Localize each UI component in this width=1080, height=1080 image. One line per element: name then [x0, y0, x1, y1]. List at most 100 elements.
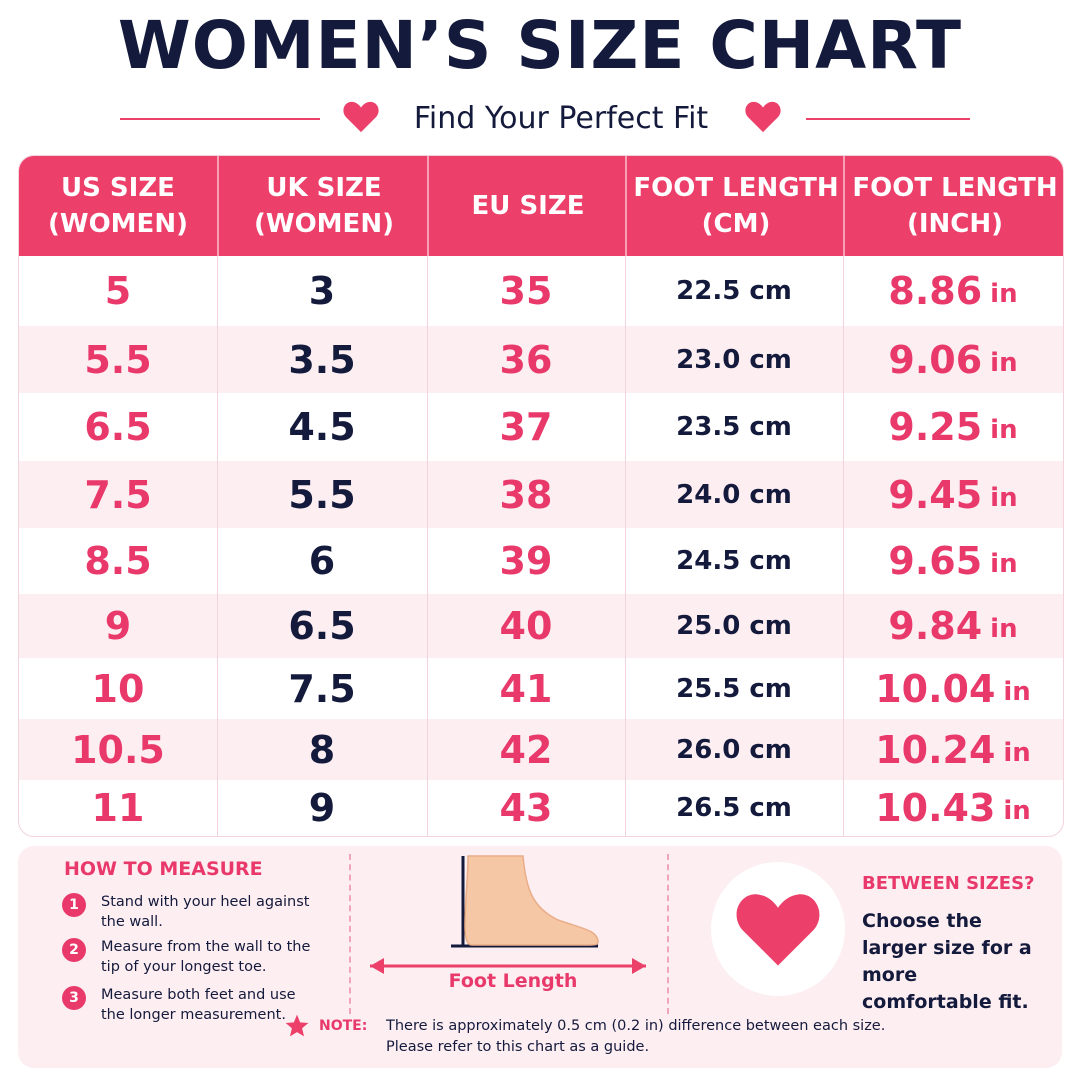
table-cell-us: 5.5 — [84, 337, 152, 382]
table-cell-us: 10.5 — [71, 727, 165, 772]
table-cell-us: 8.5 — [84, 539, 152, 583]
table-header: US SIZE (WOMEN) UK SIZE (WOMEN) EU SIZE FOO… — [19, 156, 1063, 256]
measure-panel: HOW TO MEASURE 1 Stand with your heel ag… — [18, 846, 1062, 1068]
table-cell-us: 6.5 — [84, 405, 152, 449]
heart-icon — [736, 894, 820, 966]
inch-value: 10.43 — [875, 786, 996, 830]
inch-value: 9.25 — [888, 405, 983, 449]
table-cell-cm: 26.0 cm — [676, 734, 792, 765]
table-cell-uk: 8 — [308, 727, 336, 772]
table-cell-cm: 22.5 cm — [676, 276, 792, 306]
between-sizes-title: BETWEEN SIZES? — [862, 873, 1035, 894]
table-cell-eu: 42 — [499, 727, 553, 772]
subtitle: Find Your Perfect Fit — [413, 101, 709, 136]
table-cell-cm: 25.5 cm — [676, 673, 792, 704]
table-row: 5.5 3.5 36 23.0 cm 9.06 in — [19, 326, 1063, 393]
column-divider — [217, 256, 218, 836]
table-cell-eu: 40 — [499, 604, 553, 648]
column-header: US SIZE (WOMEN) — [48, 173, 188, 239]
table-cell-uk: 4.5 — [288, 405, 356, 449]
table-cell-eu: 36 — [499, 337, 553, 382]
inch-value: 9.06 — [888, 337, 983, 382]
table-cell-cm: 23.0 cm — [676, 344, 792, 375]
inch-unit: in — [1003, 796, 1031, 826]
table-cell-inch: 9.06 in — [843, 326, 1063, 393]
table-cell-inch: 10.43 in — [843, 780, 1063, 836]
table-cell-cm: 26.5 cm — [676, 793, 792, 823]
table-cell-inch: 9.25 in — [843, 393, 1063, 461]
inch-value: 9.84 — [888, 604, 983, 648]
column-divider — [625, 256, 626, 836]
table-row: 8.5 6 39 24.5 cm 9.65 in — [19, 528, 1063, 594]
divider-right — [806, 118, 970, 120]
table-cell-uk: 6 — [308, 539, 336, 583]
table-cell-us: 5 — [104, 269, 132, 313]
table-cell-eu: 41 — [499, 666, 553, 711]
size-table: US SIZE (WOMEN) UK SIZE (WOMEN) EU SIZE FOO… — [18, 155, 1064, 837]
heart-icon — [745, 101, 781, 133]
step-text: Measure from the wall to the tip of your… — [101, 939, 311, 975]
table-cell-uk: 3 — [308, 269, 336, 313]
table-cell-eu: 39 — [499, 539, 553, 583]
table-cell-us: 9 — [104, 604, 132, 648]
inch-unit: in — [1003, 737, 1031, 768]
column-header: FOOT LENGTH (INCH) — [843, 156, 1063, 256]
table-row: 11 9 43 26.5 cm 10.43 in — [19, 780, 1063, 836]
table-row: 10.5 8 42 26.0 cm 10.24 in — [19, 719, 1063, 780]
table-cell-cm: 24.5 cm — [676, 546, 792, 576]
table-cell-eu: 38 — [499, 472, 553, 517]
step-number: 1 — [62, 893, 86, 917]
table-cell-inch: 10.24 in — [843, 719, 1063, 780]
step-number: 3 — [62, 986, 86, 1010]
divider-dashed — [667, 854, 669, 1014]
note-text: There is approximately 0.5 cm (0.2 in) d… — [386, 1018, 886, 1055]
table-cell-uk: 5.5 — [288, 472, 356, 517]
table-cell-cm: 24.0 cm — [676, 479, 792, 510]
step-number: 2 — [62, 938, 86, 962]
inch-unit: in — [990, 614, 1018, 644]
table-row: 7.5 5.5 38 24.0 cm 9.45 in — [19, 461, 1063, 528]
table-cell-uk: 3.5 — [288, 337, 356, 382]
table-cell-us: 11 — [91, 786, 145, 830]
between-sizes-text: Choose the larger size for a more comfor… — [862, 910, 1032, 1013]
table-cell-inch: 8.86 in — [843, 256, 1063, 326]
inch-unit: in — [990, 415, 1018, 445]
table-row: 9 6.5 40 25.0 cm 9.84 in — [19, 594, 1063, 658]
divider-dashed — [349, 854, 351, 1014]
table-row: 10 7.5 41 25.5 cm 10.04 in — [19, 658, 1063, 719]
note-label: NOTE: — [319, 1018, 368, 1034]
inch-unit: in — [990, 279, 1018, 309]
foot-length-label: Foot Length — [448, 970, 578, 992]
page-title: WOMEN’S SIZE CHART — [117, 7, 963, 84]
inch-value: 9.65 — [888, 539, 983, 583]
inch-unit: in — [1003, 676, 1031, 707]
column-header: EU SIZE — [427, 156, 627, 256]
table-cell-uk: 9 — [308, 786, 336, 830]
table-cell-us: 10 — [91, 666, 145, 711]
inch-value: 9.45 — [888, 472, 983, 517]
heart-badge — [711, 862, 845, 996]
divider-left — [120, 118, 320, 120]
inch-unit: in — [990, 549, 1018, 579]
column-header: FOOT LENGTH (CM) — [625, 156, 845, 256]
table-cell-eu: 35 — [499, 269, 553, 313]
inch-value: 8.86 — [888, 269, 983, 313]
inch-unit: in — [990, 347, 1018, 378]
column-header: UK SIZE (WOMEN) — [217, 156, 429, 256]
table-cell-uk: 7.5 — [288, 666, 356, 711]
foot-measure-illustration — [370, 855, 646, 974]
table-cell-uk: 6.5 — [288, 604, 356, 648]
table-cell-inch: 9.65 in — [843, 528, 1063, 594]
table-cell-eu: 37 — [499, 405, 553, 449]
inch-value: 10.04 — [875, 666, 996, 711]
table-cell-cm: 25.0 cm — [676, 611, 792, 641]
step-text: Stand with your heel against the wall. — [101, 894, 310, 930]
how-to-measure-title: HOW TO MEASURE — [64, 858, 263, 880]
inch-unit: in — [990, 482, 1018, 513]
table-cell-inch: 9.45 in — [843, 461, 1063, 528]
table-cell-us: 7.5 — [84, 472, 152, 517]
step-text: Measure both feet and use the longer mea… — [101, 987, 296, 1023]
table-row: 5 3 35 22.5 cm 8.86 in — [19, 256, 1063, 326]
table-cell-inch: 10.04 in — [843, 658, 1063, 719]
subtitle-row: Find Your Perfect Fit — [0, 96, 1080, 142]
